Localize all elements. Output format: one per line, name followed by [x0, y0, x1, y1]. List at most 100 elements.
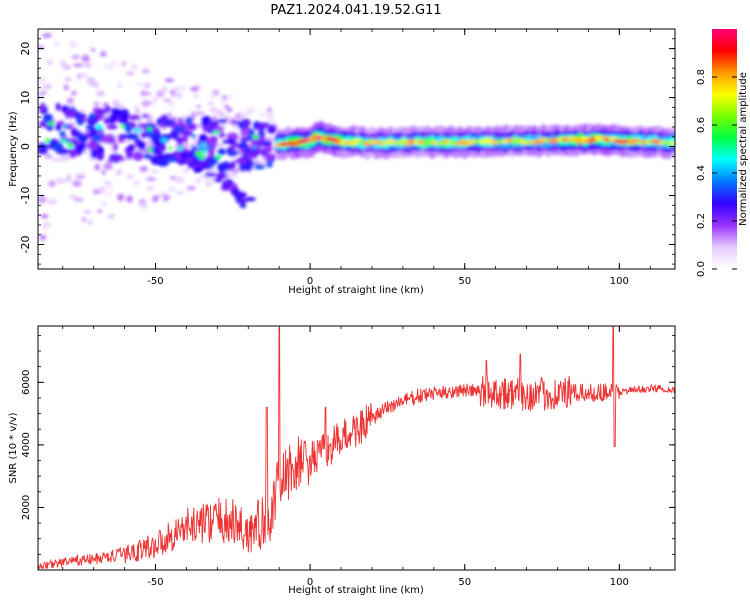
spectrogram-cloud-patch: [95, 153, 105, 161]
spectrogram-noise-patch: [93, 101, 100, 106]
spectrogram-noise-patch: [259, 111, 264, 118]
spectrogram-noise-patch: [66, 174, 72, 182]
spectrogram-cloud-patch: [217, 148, 227, 155]
spectrogram-noise-patch: [81, 216, 87, 223]
spectrogram-highlight: [120, 124, 126, 129]
spectrogram-highlight: [62, 124, 68, 129]
spectrogram-noise-patch: [145, 91, 152, 96]
spectrogram-noise-patch: [125, 71, 135, 76]
spectrogram-noise-patch: [226, 107, 233, 113]
spectrogram-highlight: [146, 126, 153, 132]
spectrogram-branch-patch: [237, 192, 247, 198]
spectrogram-branch-patch: [203, 159, 211, 165]
spectrogram-noise-patch: [69, 40, 77, 49]
spectrogram-y-ticks: -20 -10 0 10 20: [19, 28, 675, 265]
spectrogram-cloud-patch: [126, 132, 139, 140]
spectrogram-noise-patch: [266, 136, 275, 141]
spectrogram-noise-patch: [81, 72, 88, 78]
spectrogram-noise-patch: [132, 179, 141, 186]
spectrogram-cloud-patch: [240, 128, 250, 136]
spectrogram-noise-patch: [126, 195, 133, 203]
spectrogram-noise-patch: [72, 180, 82, 187]
spectrogram-highlight: [133, 127, 142, 133]
spectrogram-noise-patch: [102, 63, 109, 68]
spectrogram-highlight: [67, 142, 72, 147]
spectrogram-blobs: [38, 32, 278, 241]
spectrogram-highlight: [252, 134, 260, 140]
spectrogram-cloud-patch: [96, 109, 110, 114]
spectrogram-noise-patch: [62, 64, 72, 70]
spectrogram-y-tick-label: 20: [19, 42, 32, 56]
spectrogram-highlight: [198, 144, 203, 150]
spectrogram-marks: [38, 32, 675, 241]
spectrogram-noise-patch: [100, 51, 107, 57]
spectrogram-cloud-patch: [69, 149, 80, 157]
spectrogram-noise-patch: [44, 154, 53, 159]
spectrogram-noise-patch: [53, 41, 61, 47]
snr-x-tick-label: 100: [610, 577, 629, 588]
spectrogram-ridge-segment: [668, 141, 675, 146]
spectrogram-x-ticks: -50 0 50 100: [62, 29, 651, 287]
snr-series: [38, 326, 675, 570]
spectrogram-noise-patch: [239, 112, 250, 118]
spectrogram-cloud-patch: [229, 161, 236, 170]
spectrogram-noise-patch: [103, 165, 113, 170]
spectrogram-branch-patch: [230, 187, 240, 196]
spectrogram-noise-patch: [60, 60, 66, 67]
spectrogram-noise-patch: [48, 180, 56, 188]
spectrogram-noise-patch: [90, 48, 96, 52]
spectrogram-noise-patch: [186, 186, 196, 191]
spectrogram-cloud-patch: [238, 141, 246, 148]
spectrogram-cloud-patch: [128, 114, 141, 121]
spectrogram-noise-patch: [175, 191, 184, 195]
spectrogram-cloud-patch: [87, 140, 100, 151]
spectrogram-cloud-patch: [222, 139, 228, 145]
spectrogram-noise-patch: [101, 169, 107, 176]
spectrogram-noise-patch: [196, 105, 202, 109]
snr-x-tick-label: 0: [307, 577, 313, 588]
spectrogram-x-tick-label: 50: [458, 276, 471, 287]
spectrogram-noise-patch: [73, 63, 81, 67]
spectrogram-cloud-patch: [178, 117, 184, 127]
spectrogram-cloud-patch: [256, 122, 267, 131]
snr-y-ticks: 2000 4000 6000: [21, 334, 675, 571]
spectrogram-noise-patch: [108, 61, 118, 65]
spectrogram-noise-patch: [152, 195, 159, 203]
spectrogram-x-tick-label: 0: [307, 276, 313, 287]
spectrogram-cloud-patch: [39, 148, 47, 154]
spectrogram-highlight: [213, 130, 221, 135]
spectrogram-cloud-patch: [42, 113, 54, 123]
spectrogram-cloud-patch: [38, 120, 51, 128]
spectrogram-cloud-patch: [169, 123, 178, 128]
spectrogram-highlight: [202, 149, 208, 154]
spectrogram-highlight: [168, 146, 173, 150]
spectrogram-noise-patch: [168, 187, 176, 192]
spectrogram-noise-patch: [223, 104, 230, 109]
spectrogram-highlight: [147, 147, 153, 153]
spectrogram-noise-patch: [170, 89, 176, 96]
spectrogram-noise-patch: [264, 112, 273, 119]
spectrogram-y-tick-label: 10: [19, 91, 32, 105]
colorbar-ticks: 0.0 0.2 0.4 0.6 0.8: [696, 69, 737, 277]
spectrogram-noise-patch: [167, 100, 175, 108]
snr-x-ticks: -50 0 50 100: [62, 326, 651, 588]
spectrogram-cloud-patch: [227, 150, 240, 156]
spectrogram-cloud-patch: [80, 112, 86, 123]
spectrogram-noise-patch: [146, 177, 157, 181]
spectrogram-cloud-patch: [244, 119, 250, 129]
spectrogram-noise-patch: [71, 90, 77, 96]
spectrogram-cloud-patch: [141, 114, 150, 119]
spectrogram-noise-patch: [71, 54, 81, 60]
spectrogram-noise-patch: [228, 93, 233, 100]
spectrogram-cloud-patch: [108, 115, 119, 121]
colorbar-tick-label: 0.0: [696, 261, 707, 277]
spectrogram-noise-patch: [135, 109, 140, 114]
spectrogram-noise-patch: [96, 90, 105, 97]
spectrogram-noise-patch: [104, 181, 111, 186]
spectrogram-noise-patch: [47, 59, 53, 66]
spectrogram-cloud-patch: [124, 147, 130, 153]
spectrogram-noise-patch: [114, 102, 120, 108]
spectrogram-cloud-patch: [264, 153, 277, 161]
spectrogram-noise-patch: [156, 90, 165, 98]
spectrogram-noise-patch: [83, 210, 92, 214]
